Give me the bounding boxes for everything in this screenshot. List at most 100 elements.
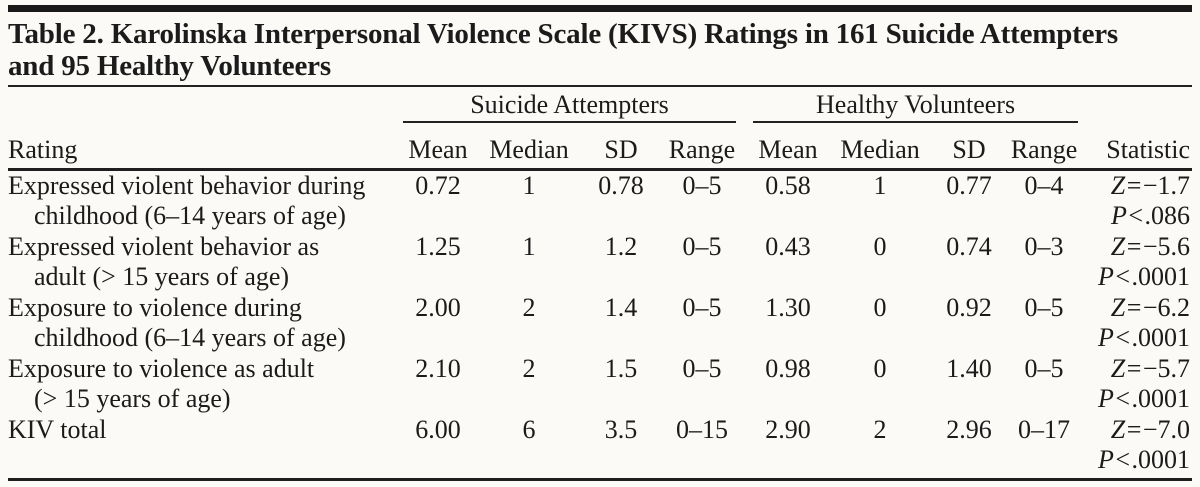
hv-sd-value: 2.96 bbox=[946, 415, 992, 444]
z-statistic: Z = −6.2 bbox=[1110, 293, 1191, 322]
hv-sd-value: 0.74 bbox=[946, 232, 992, 261]
column-header-statistic: Statistic bbox=[1078, 123, 1193, 171]
hv-mean-value: 0.43 bbox=[765, 232, 811, 261]
group-header-suicide-attempters: Suicide Attempters bbox=[400, 87, 744, 123]
sa-range-value: 0–5 bbox=[682, 354, 722, 383]
column-header-sa-sd: SD bbox=[582, 123, 660, 171]
kivs-table: Suicide Attempters Healthy Volunteers Ra… bbox=[8, 87, 1193, 477]
rating-label-line1: Expressed violent behavior during bbox=[8, 171, 366, 200]
sa-sd-value: 3.5 bbox=[604, 415, 638, 444]
rating-cell: Exposure to violence as adult (> 15 year… bbox=[8, 354, 400, 415]
sa-mean-value: 0.72 bbox=[415, 171, 461, 200]
column-header-sa-range: Range bbox=[660, 123, 745, 171]
hv-mean-value: 2.90 bbox=[765, 415, 811, 444]
title-divider bbox=[8, 85, 1192, 87]
sa-median-value: 1 bbox=[522, 171, 536, 200]
statistic-cell: Z = −5.7 P < .0001 bbox=[1078, 354, 1192, 415]
table-title-line2: and 95 Healthy Volunteers bbox=[8, 50, 331, 82]
statistic-cell: Z = −5.6 P < .0001 bbox=[1078, 232, 1192, 293]
sa-median-value: 1 bbox=[522, 232, 536, 261]
table-row: KIV total 6.00 6 3.5 0–15 2.90 2 2.96 0–… bbox=[8, 415, 1192, 476]
column-header-hv-median: Median bbox=[832, 123, 929, 171]
table-title-line1: Table 2. Karolinska Interpersonal Violen… bbox=[8, 18, 1119, 50]
hv-median-value: 0 bbox=[873, 293, 887, 322]
statistic-cell: Z = −6.2 P < .0001 bbox=[1078, 293, 1192, 354]
hv-median-value: 0 bbox=[873, 232, 887, 261]
hv-sd-value: 0.77 bbox=[946, 171, 992, 200]
rating-label-line1: KIV total bbox=[8, 415, 107, 444]
rating-label-line2: childhood (6–14 years of age) bbox=[34, 323, 346, 352]
rating-label-line1: Expressed violent behavior as bbox=[8, 232, 320, 261]
rating-label-line2: adult (> 15 years of age) bbox=[34, 262, 290, 291]
hv-range-value: 0–5 bbox=[1024, 354, 1064, 383]
hv-median-value: 2 bbox=[873, 415, 887, 444]
hv-range-value: 0–5 bbox=[1024, 293, 1064, 322]
rating-cell: Expressed violent behavior during childh… bbox=[8, 170, 400, 233]
group-header-suicide-attempters-label: Suicide Attempters bbox=[403, 90, 737, 123]
column-header-hv-sd: SD bbox=[928, 123, 1011, 171]
z-statistic: Z = −5.7 bbox=[1110, 354, 1191, 383]
table-row: Expressed violent behavior as adult (> 1… bbox=[8, 232, 1192, 293]
top-rule bbox=[8, 5, 1192, 12]
p-value: P < .0001 bbox=[1097, 262, 1191, 291]
rating-cell: Exposure to violence during childhood (6… bbox=[8, 293, 400, 354]
sa-sd-value: 1.4 bbox=[604, 293, 638, 322]
group-header-spacer-right bbox=[1078, 87, 1192, 123]
table-row: Exposure to violence as adult (> 15 year… bbox=[8, 354, 1192, 415]
column-header-rating: Rating bbox=[8, 123, 400, 171]
sa-range-value: 0–15 bbox=[676, 415, 729, 444]
statistic-cell: Z = −1.7 P < .086 bbox=[1078, 170, 1192, 233]
column-header-hv-range: Range bbox=[1010, 123, 1079, 171]
hv-range-value: 0–17 bbox=[1018, 415, 1071, 444]
table-row: Expressed violent behavior during childh… bbox=[8, 170, 1192, 233]
rating-cell: KIV total bbox=[8, 415, 400, 476]
p-value: P < .086 bbox=[1110, 201, 1191, 230]
p-value: P < .0001 bbox=[1097, 384, 1191, 413]
hv-range-value: 0–3 bbox=[1024, 232, 1064, 261]
p-value: P < .0001 bbox=[1097, 445, 1191, 474]
group-header-healthy-volunteers: Healthy Volunteers bbox=[744, 87, 1079, 123]
group-header-row: Suicide Attempters Healthy Volunteers bbox=[8, 87, 1192, 123]
group-header-spacer-left bbox=[8, 87, 400, 123]
hv-mean-value: 1.30 bbox=[765, 293, 811, 322]
rating-label-line2: (> 15 years of age) bbox=[34, 384, 231, 413]
group-header-healthy-volunteers-label: Healthy Volunteers bbox=[753, 90, 1079, 123]
table-body: Expressed violent behavior during childh… bbox=[8, 170, 1192, 477]
sa-median-value: 2 bbox=[522, 354, 536, 383]
hv-median-value: 1 bbox=[873, 171, 887, 200]
hv-median-value: 0 bbox=[873, 354, 887, 383]
sa-range-value: 0–5 bbox=[682, 232, 722, 261]
rating-label-line1: Exposure to violence during bbox=[8, 293, 302, 322]
rating-cell: Expressed violent behavior as adult (> 1… bbox=[8, 232, 400, 293]
hv-mean-value: 0.58 bbox=[765, 171, 811, 200]
table-row: Exposure to violence during childhood (6… bbox=[8, 293, 1192, 354]
hv-mean-value: 0.98 bbox=[765, 354, 811, 383]
sa-sd-value: 1.2 bbox=[604, 232, 638, 261]
column-header-row: Rating Mean Median SD Range Mean Median … bbox=[8, 123, 1193, 171]
sa-sd-value: 0.78 bbox=[598, 171, 644, 200]
sa-range-value: 0–5 bbox=[682, 293, 722, 322]
hv-range-value: 0–4 bbox=[1024, 171, 1064, 200]
statistic-cell: Z = −7.0 P < .0001 bbox=[1078, 415, 1192, 476]
sa-sd-value: 1.5 bbox=[604, 354, 638, 383]
table-title: Table 2. Karolinska Interpersonal Violen… bbox=[8, 18, 1192, 82]
sa-median-value: 2 bbox=[522, 293, 536, 322]
column-header-hv-mean: Mean bbox=[744, 123, 833, 171]
hv-sd-value: 1.40 bbox=[946, 354, 992, 383]
sa-mean-value: 1.25 bbox=[415, 232, 461, 261]
rating-label-line2: childhood (6–14 years of age) bbox=[34, 201, 346, 230]
sa-mean-value: 2.00 bbox=[415, 293, 461, 322]
z-statistic: Z = −1.7 bbox=[1110, 171, 1191, 200]
bottom-rule bbox=[8, 478, 1192, 481]
rating-label-line1: Exposure to violence as adult bbox=[8, 354, 315, 383]
sa-mean-value: 2.10 bbox=[415, 354, 461, 383]
column-header-sa-median: Median bbox=[476, 123, 582, 171]
p-value: P < .0001 bbox=[1097, 323, 1191, 352]
sa-median-value: 6 bbox=[522, 415, 536, 444]
sa-mean-value: 6.00 bbox=[415, 415, 461, 444]
sa-range-value: 0–5 bbox=[682, 171, 722, 200]
hv-sd-value: 0.92 bbox=[946, 293, 992, 322]
z-statistic: Z = −7.0 bbox=[1110, 415, 1191, 444]
z-statistic: Z = −5.6 bbox=[1110, 232, 1191, 261]
